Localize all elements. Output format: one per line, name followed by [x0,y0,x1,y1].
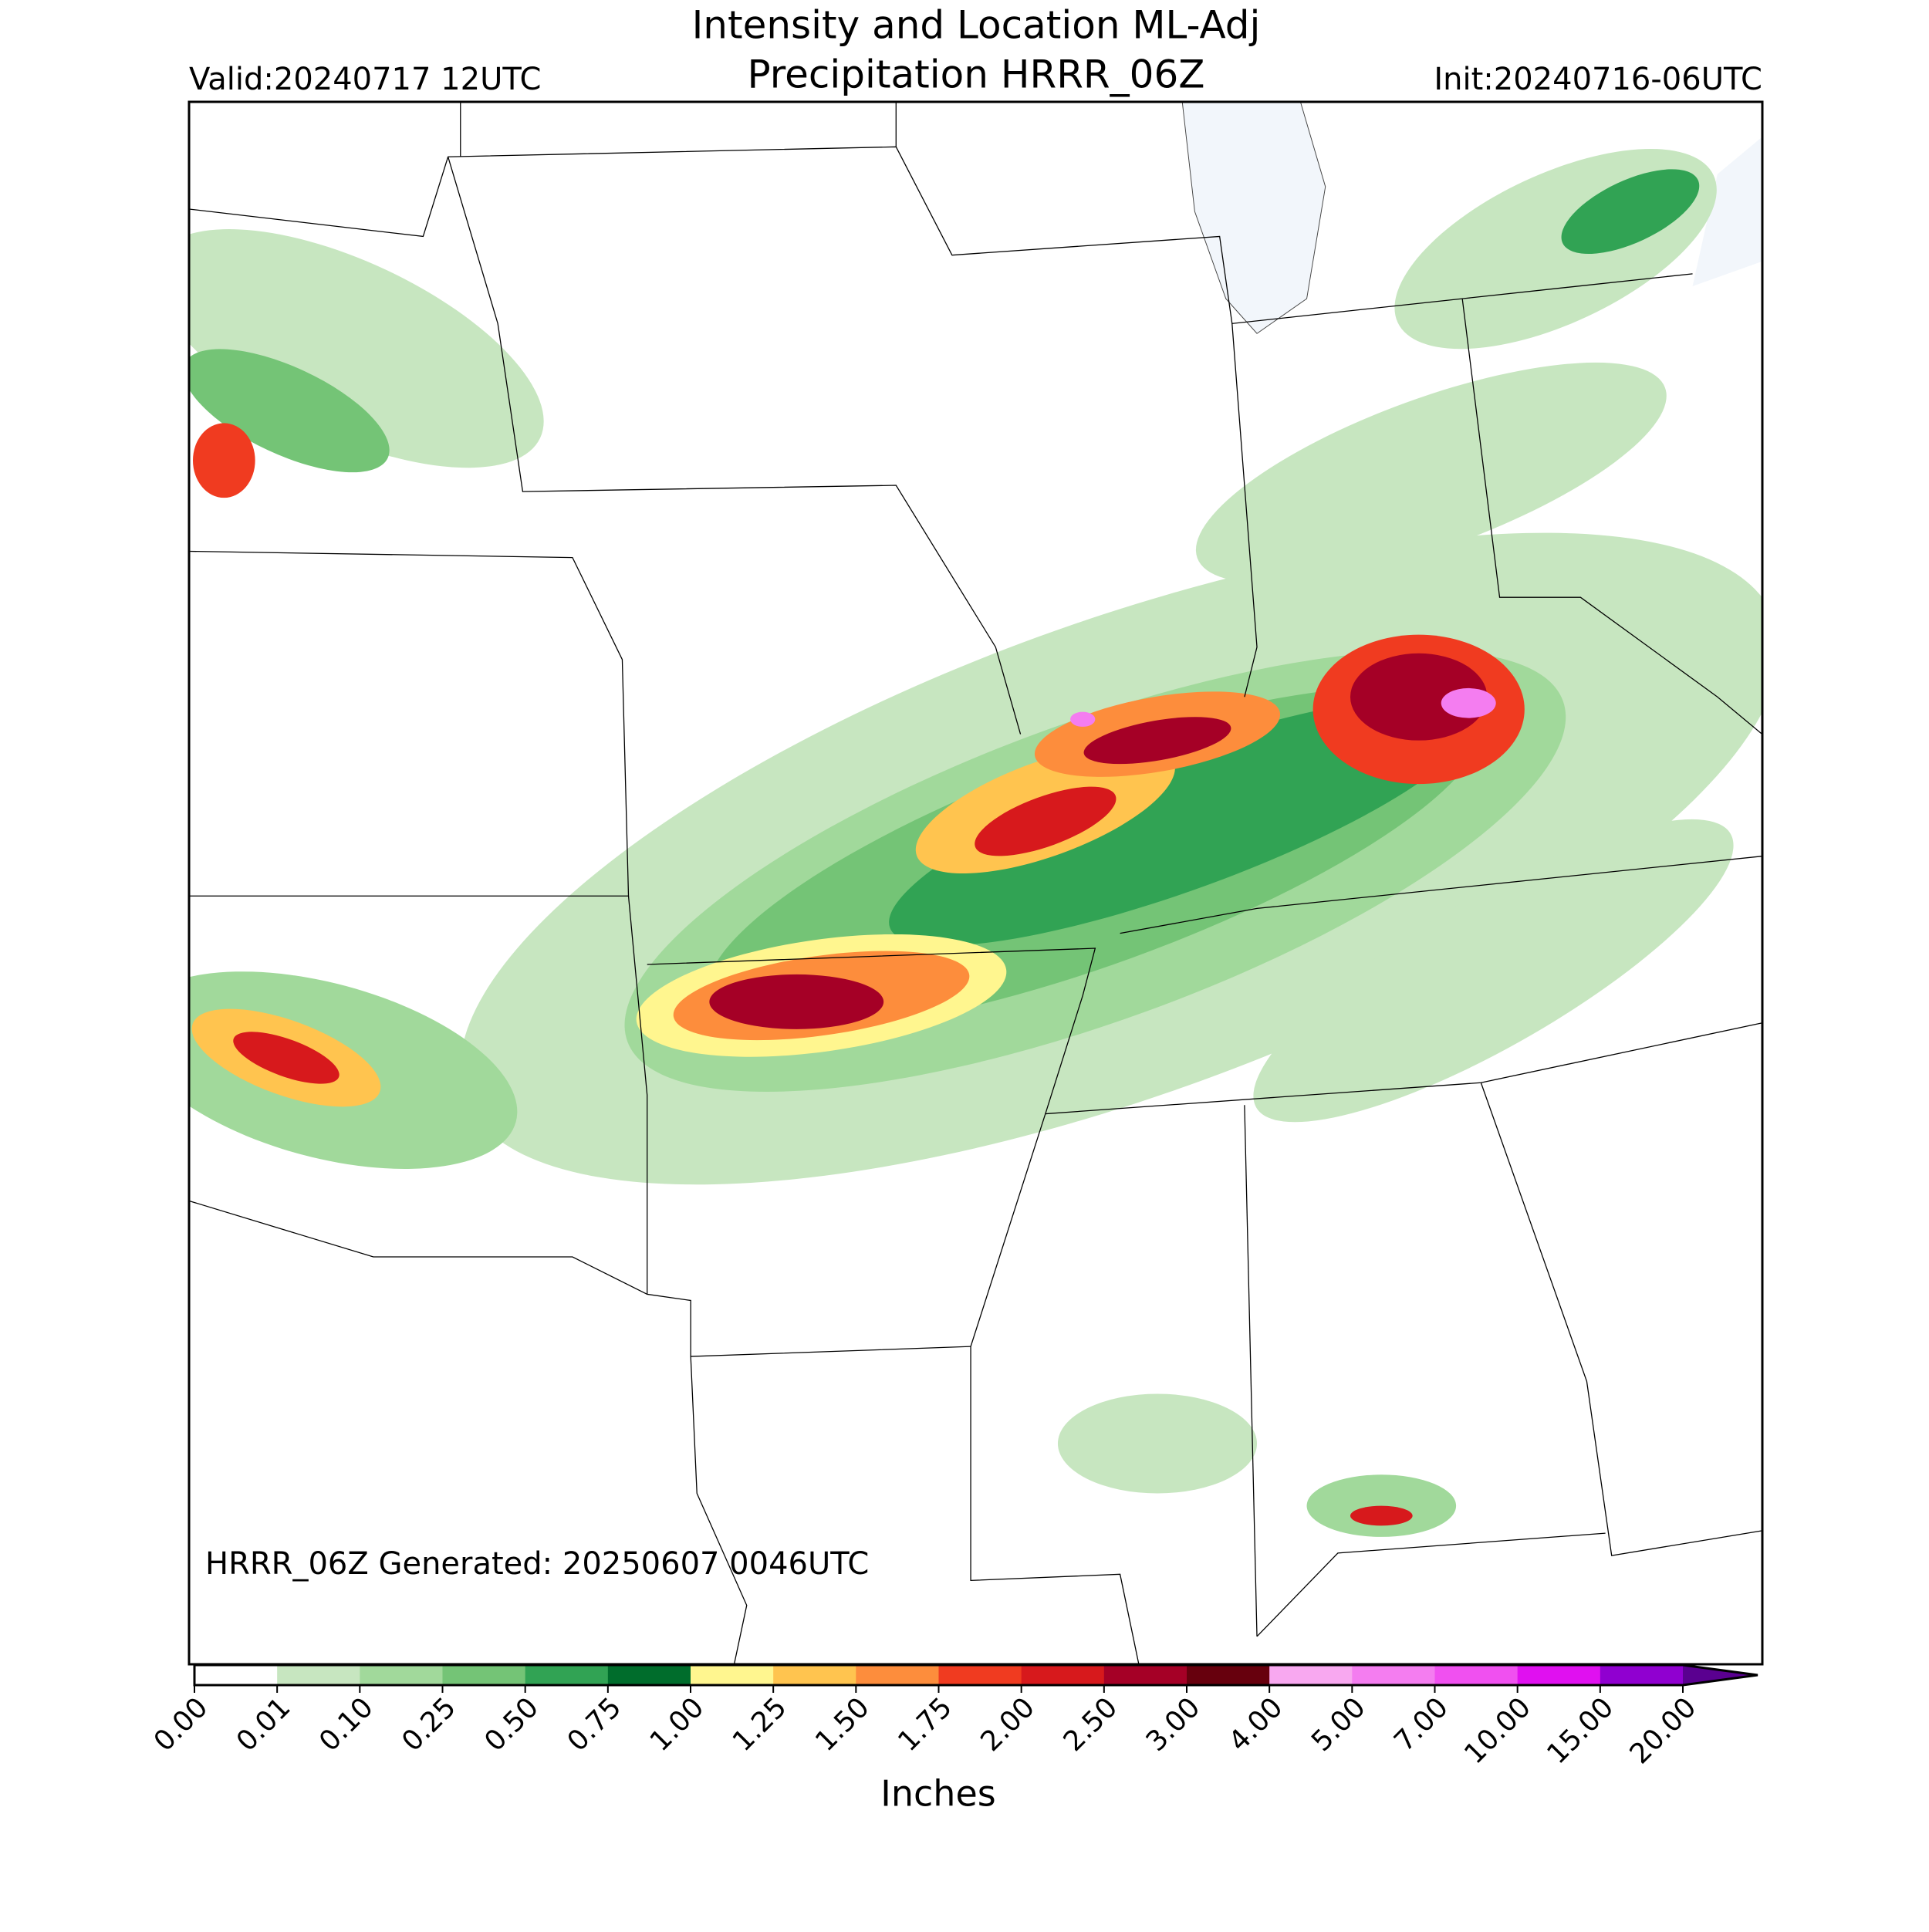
colorbar-tick-label: 0.50 [478,1691,545,1758]
colorbar-segment [1352,1665,1435,1685]
valid-time: Valid:20240717 12UTC [189,62,541,97]
colorbar: 0.00 0.01 0.10 0.25 0.50 0.75 1.00 1.25 1.50 1.75… [148,1663,1758,1770]
colorbar-segment [360,1665,443,1685]
colorbar-tick-label: 0.75 [562,1691,628,1758]
colorbar-tick-label: 2.00 [975,1691,1041,1758]
colorbar-tick-label: 0.01 [231,1691,297,1758]
colorbar-segment [607,1665,691,1685]
colorbar-segment [1517,1665,1601,1685]
colorbar-tick-label: 1.50 [809,1691,876,1758]
colorbar-tick-label: 5.00 [1306,1691,1372,1758]
title: Intensity and Location ML-Adj [692,3,1261,48]
colorbar-segment [442,1665,526,1685]
colorbar-segment [773,1665,856,1685]
title: Precipitation HRRR_06Z [747,52,1204,97]
colorbar-segment [856,1665,939,1685]
colorbar-tick-label: 7.00 [1388,1691,1454,1758]
state-borders [188,102,1763,1664]
colorbar-tick-label: 1.75 [892,1691,958,1758]
colorbar-tick-label: 0.10 [313,1691,380,1758]
colorbar-tick-label: 1.25 [727,1691,793,1758]
colorbar-label: Inches [880,1773,995,1815]
colorbar-segment [525,1665,609,1685]
generated-note: HRRR_06Z Generated: 20250607 0046UTC [205,1546,869,1582]
colorbar-tick-label: 0.25 [396,1691,462,1758]
colorbar-tick-label: 4.00 [1223,1691,1289,1758]
colorbar-tick-label: 15.00 [1541,1691,1620,1770]
colorbar-tick-label: 0.00 [148,1691,215,1758]
map [188,102,1763,1664]
colorbar-segment [691,1665,774,1685]
colorbar-tick-label: 2.50 [1058,1691,1124,1758]
colorbar-segment [1021,1665,1105,1685]
init-time: Init:20240716-06UTC [1434,62,1762,97]
colorbar-segment [1187,1665,1270,1685]
colorbar-extend [1683,1665,1758,1685]
colorbar-tick-label: 3.00 [1140,1691,1207,1758]
colorbar-segment [1600,1665,1684,1685]
colorbar-segment [1103,1665,1187,1685]
colorbar-segment [277,1665,360,1685]
colorbar-segment [194,1665,278,1685]
colorbar-segment [1434,1665,1519,1685]
colorbar-segment [938,1665,1022,1685]
colorbar-tick-label: 10.00 [1458,1691,1537,1770]
colorbar-segment [1269,1665,1353,1685]
precip-field [189,102,1762,1537]
colorbar-outline [193,1663,1758,1687]
colorbar-tick-label: 1.00 [644,1691,711,1758]
colorbar-tick-label: 20.00 [1624,1691,1703,1770]
